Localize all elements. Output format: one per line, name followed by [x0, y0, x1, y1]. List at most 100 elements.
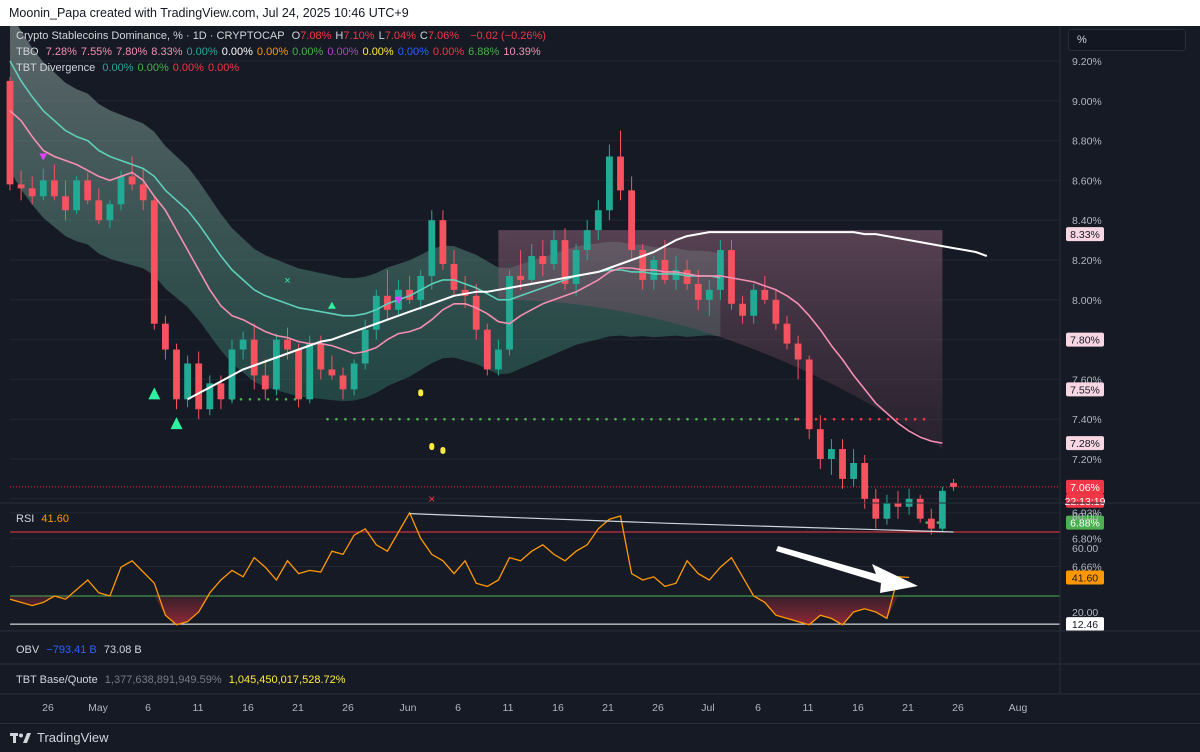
- time-tick-label: 26: [342, 702, 354, 714]
- price-tick-label: 8.60%: [1072, 175, 1102, 187]
- tradingview-logo[interactable]: TradingView: [10, 730, 109, 745]
- support-dot-green: [479, 417, 482, 421]
- candle-body: [295, 349, 302, 400]
- candle: [150, 196, 158, 330]
- candle-body: [6, 80, 14, 185]
- candle: [606, 144, 613, 221]
- candle-body: [939, 490, 946, 529]
- price-tick-label: 7.40%: [1072, 414, 1102, 426]
- tbo-value-12: 6.88%: [468, 46, 500, 58]
- support-dot-green: [758, 417, 761, 421]
- percent-scale-button[interactable]: %: [1068, 29, 1186, 51]
- candle: [594, 200, 602, 241]
- support-dot-green: [668, 417, 671, 421]
- support-dot-green: [776, 417, 779, 421]
- candle: [162, 315, 169, 360]
- candle-body: [339, 375, 347, 390]
- candle: [683, 260, 691, 290]
- time-tick-label: 26: [952, 702, 964, 714]
- candle: [328, 355, 336, 380]
- rsi-divergence-trendline: [409, 513, 954, 533]
- time-tick-label: Aug: [1009, 702, 1028, 714]
- yellow-signal-marker: [440, 447, 446, 455]
- price-badge-label: 7.80%: [1070, 335, 1100, 347]
- candle-body: [528, 256, 536, 280]
- rsi-value: 41.60: [41, 513, 69, 525]
- ohlc-o: O7.08%: [291, 30, 332, 42]
- time-tick-label: 11: [803, 702, 814, 714]
- obv-value-1: −793.41 B: [46, 644, 97, 656]
- divergence-value-3: 0.00%: [207, 62, 240, 74]
- support-dot-green: [524, 417, 527, 421]
- candle-body: [916, 498, 924, 519]
- ohlc-l: L7.04%: [378, 30, 416, 42]
- time-tick-label: 21: [292, 702, 304, 714]
- support-dot-green: [731, 417, 734, 421]
- tbo-value-4: 0.00%: [186, 46, 218, 58]
- candle: [517, 250, 524, 290]
- time-tick-label: 11: [193, 702, 204, 714]
- candle-body: [361, 329, 369, 364]
- support-dot-green: [659, 417, 662, 421]
- candle-body: [62, 196, 69, 211]
- support-dot-green: [488, 417, 491, 421]
- support-dot-red: [796, 417, 800, 421]
- candle: [139, 168, 147, 211]
- support-dot-green: [506, 417, 509, 421]
- candle: [883, 494, 891, 525]
- candle-body: [439, 220, 447, 264]
- price-badge-bg: [1066, 227, 1104, 242]
- tbo-value-8: 0.00%: [327, 46, 359, 58]
- candle: [206, 375, 214, 416]
- rsi-label: RSI: [16, 513, 35, 525]
- candle: [839, 439, 846, 489]
- tbo-value-2: 7.80%: [116, 46, 148, 58]
- base-quote-value-1: 1,377,638,891,949.59%: [104, 674, 222, 686]
- candle-body: [672, 269, 680, 280]
- candle-body: [428, 220, 436, 276]
- support-dot-green: [925, 521, 929, 525]
- percent-scale-label: %: [1077, 34, 1087, 46]
- small-buy-triangle-marker: [327, 301, 336, 309]
- price-badge: 7.80%: [1066, 332, 1104, 347]
- candle-body: [17, 184, 25, 189]
- time-tick-label: 16: [852, 702, 864, 714]
- candle: [472, 283, 480, 340]
- support-dot-green: [266, 398, 270, 401]
- support-dot-red: [814, 417, 818, 421]
- tbo-legend: TBO 7.28% 7.55% 7.80% 8.33% 0.00% 0.00% 0.00% 0…: [16, 46, 549, 58]
- support-dot-green: [713, 417, 716, 421]
- candle: [339, 367, 347, 400]
- support-dot-green: [614, 417, 617, 421]
- support-dot-green: [452, 417, 455, 421]
- candle: [128, 156, 136, 191]
- support-dot-green: [596, 417, 599, 421]
- chart-area[interactable]: ××9.20%9.00%8.80%8.60%8.40%8.20%8.00%7.8…: [0, 11, 1200, 723]
- candle-body: [606, 156, 613, 211]
- support-dot-green: [623, 417, 626, 421]
- tbo-value-0: 7.28%: [45, 46, 77, 58]
- support-dot-green: [362, 417, 365, 421]
- chart-credit-bar: Moonin_Papa created with TradingView.com…: [0, 0, 1200, 26]
- candle: [39, 168, 47, 201]
- candle: [816, 415, 824, 469]
- candle-body: [694, 283, 702, 300]
- candle-body: [883, 502, 891, 519]
- price-chart-svg[interactable]: ××9.20%9.00%8.80%8.60%8.40%8.20%8.00%7.8…: [0, 11, 1200, 723]
- price-tick-label: 8.20%: [1072, 255, 1102, 267]
- support-dot-green: [371, 417, 374, 421]
- candle-body: [417, 275, 425, 300]
- support-dot-green: [257, 398, 261, 401]
- divergence-legend: TBT Divergence 0.00% 0.00% 0.00% 0.00%: [16, 62, 247, 74]
- candle-body: [117, 176, 125, 205]
- price-badge-label: 22:13:19: [1065, 496, 1106, 508]
- candle-body: [495, 349, 502, 370]
- sell-triangle-marker: [394, 296, 403, 304]
- support-dot-green: [632, 417, 635, 421]
- candle: [861, 455, 869, 509]
- candle: [894, 490, 902, 519]
- support-dot-green: [749, 417, 752, 421]
- candle-body: [583, 230, 591, 251]
- candle-body: [306, 343, 314, 400]
- divergence-value-2: 0.00%: [172, 62, 204, 74]
